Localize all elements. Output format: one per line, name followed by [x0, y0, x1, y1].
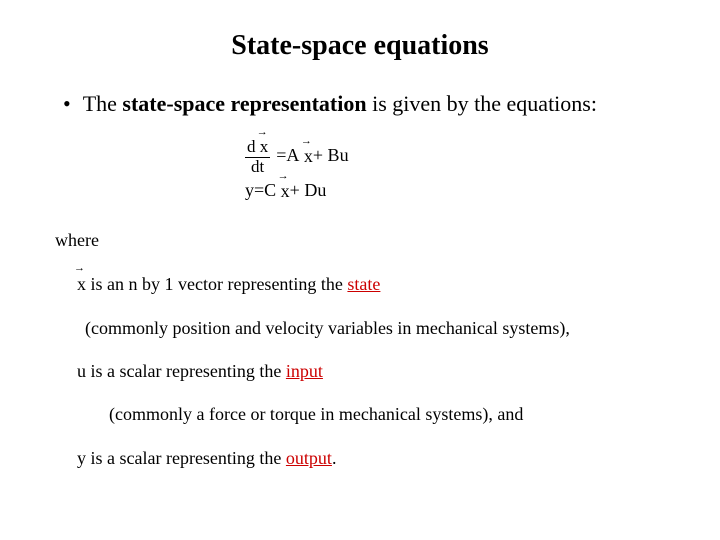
eq-Bu: + Bu: [313, 146, 349, 166]
output-link[interactable]: output: [286, 448, 332, 468]
bullet-post: is given by the equations:: [367, 91, 597, 116]
equations-block: d x dt = A x + Bu y = C x + Du: [245, 136, 675, 202]
equation-state: d x dt = A x + Bu: [245, 136, 675, 176]
eq-A: A: [286, 146, 299, 166]
where-block: where x is an n by 1 vector representing…: [55, 230, 675, 470]
fraction-num: d x: [245, 136, 270, 158]
eq-Du: + Du: [290, 181, 327, 201]
where-l5-pre: y is a scalar representing the: [77, 448, 286, 468]
where-line-input: u is a scalar representing the input: [77, 360, 675, 383]
vector-x-icon: x: [77, 271, 86, 296]
where-line-input-detail: (commonly a force or torque in mechanica…: [109, 403, 675, 426]
where-l5-post: .: [332, 448, 337, 468]
where-line-output: y is a scalar representing the output.: [77, 447, 675, 470]
eq-equals-2: =: [254, 181, 264, 201]
where-line-state-detail: (commonly position and velocity variable…: [85, 317, 675, 340]
vector-x-icon: x: [260, 136, 269, 157]
fraction-den: dt: [249, 158, 266, 177]
vector-x-icon: x: [281, 180, 290, 202]
where-l3-pre: u is a scalar representing the: [77, 361, 286, 381]
vector-x-icon: x: [304, 145, 313, 167]
where-label: where: [55, 230, 675, 251]
eq-y: y: [245, 181, 254, 201]
eq-C: C: [264, 181, 276, 201]
state-link[interactable]: state: [347, 274, 380, 294]
where-l1-pre: is an n by 1 vector representing the: [86, 274, 347, 294]
bullet-marker: •: [63, 90, 71, 118]
equation-output: y = C x + Du: [245, 180, 675, 202]
bullet-item: • The state-space representation is give…: [63, 90, 675, 118]
slide-title: State-space equations: [45, 30, 675, 62]
fraction-dxdt: d x dt: [245, 136, 270, 176]
eq-d: d: [247, 137, 256, 156]
bullet-bold: state-space representation: [122, 91, 366, 116]
where-line-state: x is an n by 1 vector representing the s…: [77, 271, 675, 296]
bullet-pre: The: [83, 91, 123, 116]
input-link[interactable]: input: [286, 361, 323, 381]
eq-equals-1: =: [276, 146, 286, 166]
bullet-text: The state-space representation is given …: [83, 90, 597, 118]
